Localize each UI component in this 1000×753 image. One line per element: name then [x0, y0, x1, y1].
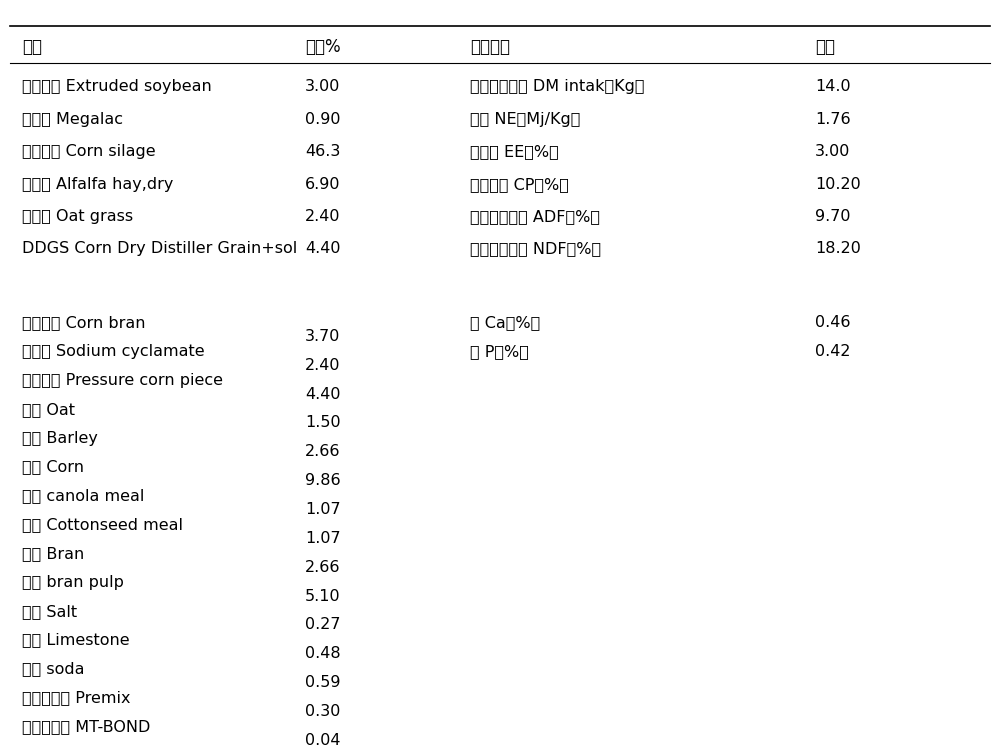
Text: 1.07: 1.07	[305, 531, 341, 546]
Text: 双低 canola meal: 双低 canola meal	[22, 488, 144, 503]
Text: 1.76: 1.76	[815, 111, 851, 127]
Text: 9.86: 9.86	[305, 473, 341, 488]
Text: 配比%: 配比%	[305, 38, 341, 56]
Text: 食盐 Salt: 食盐 Salt	[22, 604, 77, 619]
Text: 粗脂肪 EE（%）: 粗脂肪 EE（%）	[470, 144, 559, 159]
Text: 含量: 含量	[815, 38, 835, 56]
Text: 玉米皮粉 Corn bran: 玉米皮粉 Corn bran	[22, 316, 146, 330]
Text: 0.04: 0.04	[305, 733, 340, 748]
Text: 苜蓿草 Alfalfa hay,dry: 苜蓿草 Alfalfa hay,dry	[22, 177, 173, 191]
Text: 3.00: 3.00	[815, 144, 850, 159]
Text: 3.00: 3.00	[305, 79, 340, 94]
Text: 中性洗涤纤维 NDF（%）: 中性洗涤纤维 NDF（%）	[470, 242, 601, 257]
Text: 2.66: 2.66	[305, 559, 340, 575]
Text: 2.40: 2.40	[305, 358, 340, 373]
Text: 4.40: 4.40	[305, 242, 340, 257]
Text: 净能 NE（Mj/Kg）: 净能 NE（Mj/Kg）	[470, 111, 580, 127]
Text: 3.70: 3.70	[305, 329, 340, 344]
Text: 压片玉米 Pressure corn piece: 压片玉米 Pressure corn piece	[22, 373, 223, 388]
Text: 粗蛋白质 CP（%）: 粗蛋白质 CP（%）	[470, 177, 569, 191]
Text: 2.66: 2.66	[305, 444, 340, 459]
Text: 甘蜜素 Sodium cyclamate: 甘蜜素 Sodium cyclamate	[22, 344, 205, 359]
Text: 原料: 原料	[22, 38, 42, 56]
Text: 麸皮 Bran: 麸皮 Bran	[22, 546, 84, 561]
Text: 1.50: 1.50	[305, 416, 341, 431]
Text: 0.27: 0.27	[305, 617, 340, 633]
Text: 0.48: 0.48	[305, 646, 341, 661]
Text: 酸性洗涤纤维 ADF（%）: 酸性洗涤纤维 ADF（%）	[470, 209, 600, 224]
Text: 苏打 soda: 苏打 soda	[22, 661, 84, 676]
Text: 5.10: 5.10	[305, 589, 341, 604]
Text: 石粉 Limestone: 石粉 Limestone	[22, 633, 130, 648]
Text: 0.30: 0.30	[305, 704, 340, 719]
Text: 2.40: 2.40	[305, 209, 340, 224]
Text: DDGS Corn Dry Distiller Grain+sol: DDGS Corn Dry Distiller Grain+sol	[22, 242, 297, 257]
Text: 10.20: 10.20	[815, 177, 861, 191]
Text: 麦特霉胺素 MT-BOND: 麦特霉胺素 MT-BOND	[22, 719, 150, 734]
Text: 燕麦草 Oat grass: 燕麦草 Oat grass	[22, 209, 133, 224]
Text: 钙 Ca（%）: 钙 Ca（%）	[470, 316, 540, 330]
Text: 9.70: 9.70	[815, 209, 850, 224]
Text: 营养成分: 营养成分	[470, 38, 510, 56]
Text: 46.3: 46.3	[305, 144, 340, 159]
Text: 干物质采食量 DM intak（Kg）: 干物质采食量 DM intak（Kg）	[470, 79, 644, 94]
Text: 6.90: 6.90	[305, 177, 340, 191]
Text: 玉米 Corn: 玉米 Corn	[22, 459, 84, 474]
Text: 0.42: 0.42	[815, 344, 850, 359]
Text: 青贮玉米 Corn silage: 青贮玉米 Corn silage	[22, 144, 156, 159]
Text: 18.20: 18.20	[815, 242, 861, 257]
Text: 4.40: 4.40	[305, 386, 340, 401]
Text: 0.90: 0.90	[305, 111, 340, 127]
Text: 0.46: 0.46	[815, 316, 850, 330]
Text: 美加利 Megalac: 美加利 Megalac	[22, 111, 123, 127]
Text: 膨化大豆 Extruded soybean: 膨化大豆 Extruded soybean	[22, 79, 212, 94]
Text: 磷 P（%）: 磷 P（%）	[470, 344, 529, 359]
Text: 棉粕 Cottonseed meal: 棉粕 Cottonseed meal	[22, 517, 183, 532]
Text: 1.07: 1.07	[305, 502, 341, 517]
Text: 大麦 Barley: 大麦 Barley	[22, 431, 98, 446]
Text: 泌乳预混料 Premix: 泌乳预混料 Premix	[22, 691, 130, 706]
Text: 豆粕 bran pulp: 豆粕 bran pulp	[22, 575, 124, 590]
Text: 0.59: 0.59	[305, 675, 340, 691]
Text: 燕麦 Oat: 燕麦 Oat	[22, 401, 75, 416]
Text: 14.0: 14.0	[815, 79, 851, 94]
